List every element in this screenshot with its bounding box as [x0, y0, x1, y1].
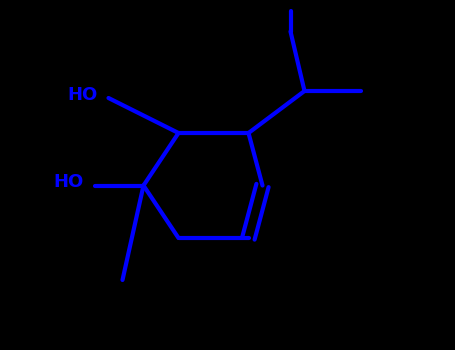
Text: HO: HO [54, 173, 84, 191]
Text: HO: HO [68, 85, 98, 104]
